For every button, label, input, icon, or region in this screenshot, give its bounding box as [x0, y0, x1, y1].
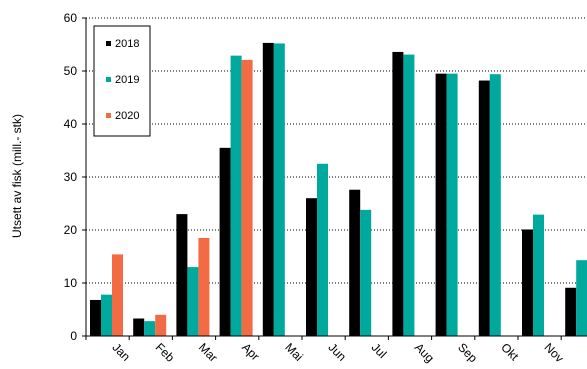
legend-swatch-2018: [106, 41, 111, 46]
x-tick-label: Jun: [325, 340, 349, 364]
bar-2018-jan: [90, 299, 101, 336]
bar-2019-aug: [403, 54, 415, 336]
bar-2019-apr: [230, 55, 242, 336]
bar-2020-apr: [241, 59, 253, 337]
x-tick-label: Sep: [455, 340, 480, 365]
bar-2020-feb: [155, 314, 167, 336]
bar-2019-jul: [360, 209, 372, 336]
bar-2018-jun: [306, 198, 317, 336]
legend-label-2019: 2019: [115, 74, 139, 86]
x-tick-labels: Jan Feb Mar Apr Mai Jun Jul Aug Sep Okt Nov Des: [109, 340, 587, 365]
x-tick-label: Jul: [369, 340, 390, 361]
x-tick-label: Nov: [541, 340, 566, 365]
bar-2019-jan: [101, 294, 112, 336]
bar-2019-sep: [446, 73, 458, 337]
y-tick-label: 50: [64, 64, 78, 78]
bar-2019-jun: [317, 163, 328, 336]
legend-label-2018: 2018: [115, 38, 139, 50]
bar-2018-nov: [522, 229, 533, 336]
axes: [85, 18, 587, 340]
gridlines: [86, 17, 587, 284]
bar-2018-mar: [176, 214, 188, 336]
bar-2020-jan: [112, 254, 123, 336]
legend-box: [93, 25, 151, 137]
bars: [90, 42, 587, 337]
legend: 2018 2019 2020: [93, 25, 151, 137]
y-axis-label: Utsett av fisk (mill.- stk): [10, 114, 24, 238]
bar-2018-mai: [262, 42, 274, 336]
y-tick-label: 30: [64, 170, 78, 184]
y-tick-label: 40: [64, 117, 78, 131]
bar-2019-feb: [144, 321, 156, 336]
x-tick-label: Okt: [498, 340, 522, 364]
legend-label-2020: 2020: [115, 110, 139, 122]
y-tick-label: 0: [70, 329, 77, 343]
y-tick-label: 10: [64, 276, 78, 290]
bar-2019-okt: [489, 74, 501, 337]
x-tick-label: Mar: [196, 340, 221, 365]
bar-2018-des: [565, 287, 577, 336]
bar-2019-nov: [533, 214, 544, 336]
bar-2019-des: [576, 260, 587, 336]
bar-2020-mar: [198, 237, 210, 336]
y-tick-label: 20: [64, 223, 78, 237]
legend-swatch-2019: [106, 77, 111, 82]
x-tick-label: Aug: [412, 340, 437, 365]
y-tick-labels: 0 10 20 30 40 50 60: [64, 11, 86, 343]
x-tick-label: Mai: [282, 340, 306, 364]
bar-2018-apr: [219, 147, 231, 336]
y-tick-label: 60: [64, 11, 78, 25]
bar-2018-sep: [435, 73, 447, 337]
x-tick-label: Feb: [153, 340, 178, 365]
x-tick-label: Jan: [109, 340, 133, 364]
bar-2019-mar: [187, 267, 199, 336]
bar-2018-okt: [478, 80, 490, 336]
bar-2018-jul: [349, 189, 361, 336]
bar-2018-feb: [133, 318, 145, 336]
legend-swatch-2020: [106, 113, 111, 118]
bar-2019-mai: [273, 43, 285, 336]
bar-2018-aug: [392, 51, 404, 337]
x-tick-label: Apr: [239, 340, 262, 363]
